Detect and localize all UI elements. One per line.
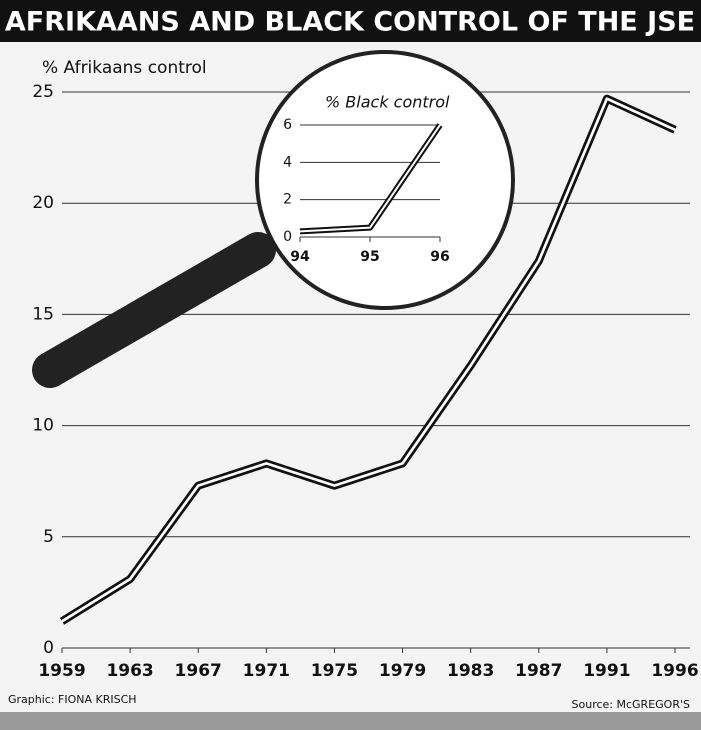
y-tick-label: 4 (283, 154, 292, 170)
y-tick-label: 0 (43, 638, 54, 658)
x-tick-label: 96 (430, 249, 449, 265)
y-tick-label: 25 (32, 82, 54, 102)
magnifier-lens (257, 52, 513, 308)
x-tick-label: 1975 (311, 661, 358, 681)
x-tick-label: 1983 (447, 661, 494, 681)
x-tick-label: 1971 (243, 661, 290, 681)
x-tick-label: 1979 (379, 661, 426, 681)
x-tick-label: 95 (360, 249, 379, 265)
y-tick-label: 2 (283, 192, 292, 208)
source: Source: McGREGOR'S (572, 698, 690, 711)
y-tick-label: 15 (32, 304, 54, 324)
y-tick-label: 10 (32, 416, 54, 436)
inset-title: % Black control (325, 93, 450, 112)
chart-title: AFRIKAANS AND BLACK CONTROL OF THE JSE (5, 7, 695, 38)
x-tick-label: 1987 (515, 661, 562, 681)
y-axis-label: % Afrikaans control (42, 58, 207, 78)
chart: AFRIKAANS AND BLACK CONTROL OF THE JSE %… (0, 0, 701, 730)
y-tick-label: 5 (43, 527, 54, 547)
credit: Graphic: FIONA KRISCH (8, 693, 137, 706)
x-tick-label: 94 (290, 249, 310, 265)
x-tick-label: 1996 (651, 661, 698, 681)
y-tick-label: 0 (283, 229, 292, 245)
bottom-strip (0, 712, 701, 730)
y-tick-label: 6 (283, 117, 292, 133)
x-tick-label: 1959 (38, 661, 85, 681)
x-tick-label: 1963 (106, 661, 153, 681)
y-tick-label: 20 (32, 193, 54, 213)
x-tick-label: 1967 (175, 661, 222, 681)
x-tick-label: 1991 (583, 661, 630, 681)
